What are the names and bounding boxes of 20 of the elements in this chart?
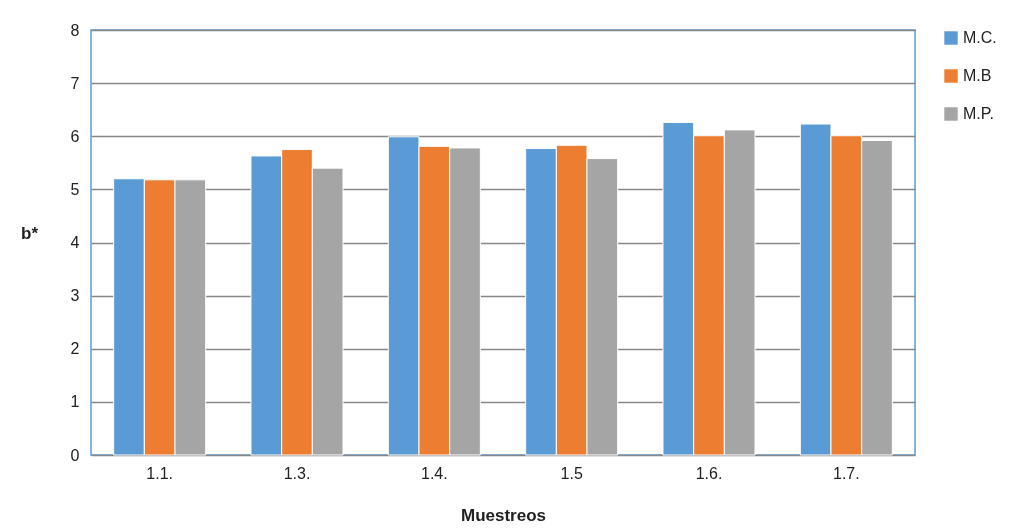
y-tick-label: 3 [70, 287, 80, 305]
x-tick-label: 1.5 [560, 464, 583, 482]
y-tick-label: 6 [70, 127, 80, 145]
y-tick-label: 4 [70, 234, 80, 251]
x-tick-label: 1.3. [283, 464, 311, 482]
x-tick-label: 1.7. [832, 464, 860, 482]
x-tick-label: 1.4. [420, 464, 448, 482]
legend-label: M.B [963, 67, 992, 84]
legend-label: M.P. [963, 105, 994, 122]
y-tick-label: 2 [70, 340, 80, 358]
legend-label: M.C. [963, 29, 997, 46]
y-axis-title: b* [21, 223, 39, 243]
y-tick-label: 7 [70, 74, 80, 92]
y-tick-label: 0 [70, 446, 80, 464]
x-tick-label: 1.6. [695, 464, 723, 482]
x-tick-label: 1.1. [146, 464, 174, 482]
y-tick-label: 5 [70, 180, 80, 198]
x-axis-title: Muestreos [460, 505, 547, 525]
y-tick-label: 8 [70, 21, 80, 39]
y-tick-label: 1 [70, 393, 80, 411]
